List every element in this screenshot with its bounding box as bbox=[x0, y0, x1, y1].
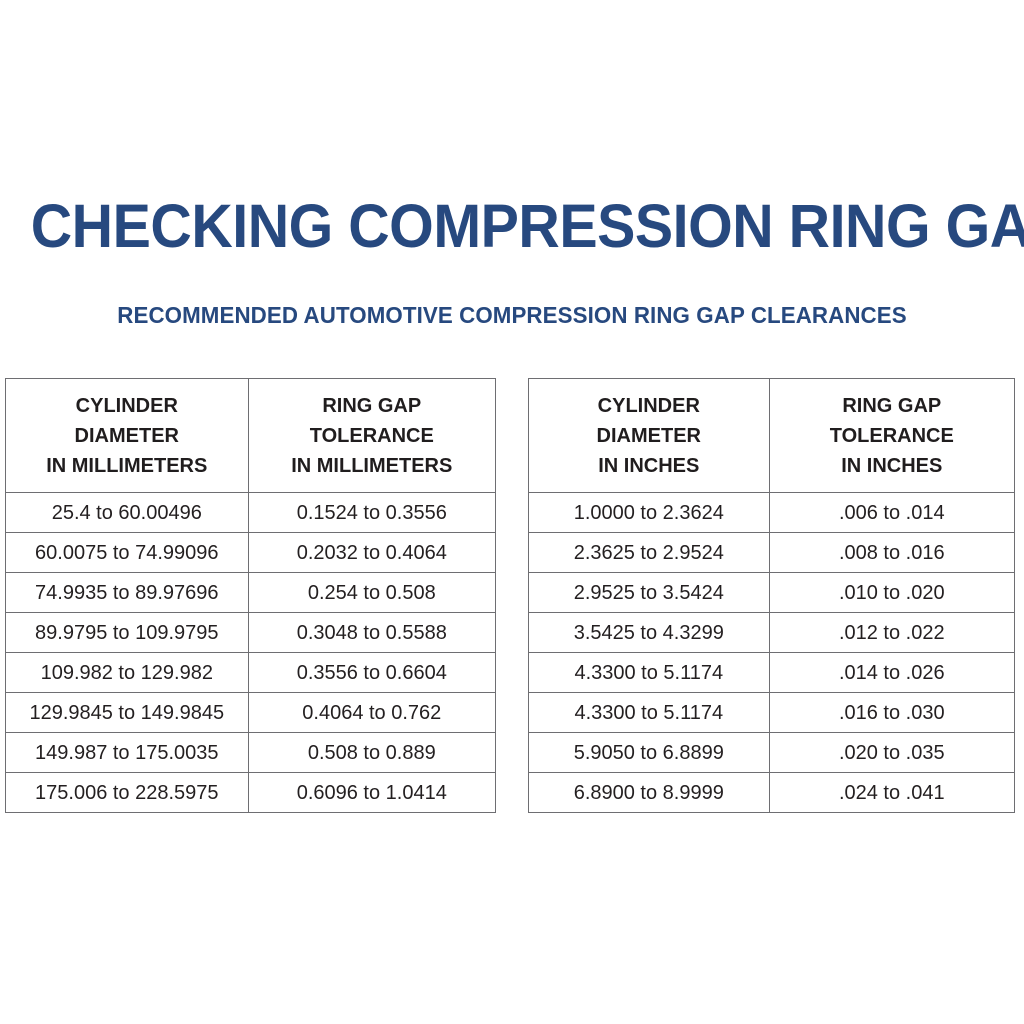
table-row: 109.982 to 129.982 0.3556 to 0.6604 bbox=[5, 652, 496, 693]
cell-ring-gap-tolerance: 0.6096 to 1.0414 bbox=[296, 781, 447, 804]
cell-ring-gap-tolerance: 0.2032 to 0.4064 bbox=[248, 532, 496, 573]
cell-cylinder-diameter: 2.3625 to 2.9524 bbox=[528, 532, 770, 573]
cell-cylinder-diameter: 2.9525 to 3.5424 bbox=[528, 572, 770, 613]
table-header-row: CYLINDER DIAMETER IN MILLIMETERS RING GA… bbox=[5, 378, 496, 493]
cell-cylinder-diameter: 1.0000 to 2.3624 bbox=[528, 492, 770, 533]
imperial-table: CYLINDER DIAMETER IN INCHES RING GAP TOL… bbox=[528, 378, 1015, 813]
page-title: CHECKING COMPRESSION RING GAPS bbox=[30, 192, 1024, 260]
cell-cylinder-diameter: 74.9935 to 89.97696 bbox=[5, 572, 249, 613]
cell-ring-gap-tolerance: 0.254 to 0.508 bbox=[248, 572, 496, 613]
cell-cylinder-diameter: 3.5425 to 4.3299 bbox=[528, 612, 770, 653]
cell-cylinder-diameter: 129.9845 to 149.9845 bbox=[5, 692, 249, 733]
cell-ring-gap-tolerance: 0.3048 to 0.5588 bbox=[248, 612, 496, 653]
cell-cylinder-diameter: 4.3300 to 5.1174 bbox=[528, 692, 770, 733]
metric-table-container: CYLINDER DIAMETER IN MILLIMETERS RING GA… bbox=[5, 378, 496, 813]
cell-cylinder-diameter: 109.982 to 129.982 bbox=[5, 652, 249, 693]
cell-ring-gap-tolerance: .012 to .022 bbox=[769, 612, 1015, 653]
table-row: 4.3300 to 5.1174 .014 to .026 bbox=[528, 652, 1015, 693]
cell-cylinder-diameter: 4.3300 to 5.1174 bbox=[528, 652, 770, 693]
metric-table-body: 25.4 to 60.00496 0.1524 to 0.3556 60.007… bbox=[5, 492, 496, 813]
cell-ring-gap-tolerance: .024 to .041 bbox=[838, 781, 945, 804]
cell-ring-gap-tolerance: .006 to .014 bbox=[769, 492, 1015, 533]
column-header-cylinder-diameter-mm: CYLINDER DIAMETER IN MILLIMETERS bbox=[5, 378, 249, 493]
column-header-ring-gap-tolerance-mm: RING GAP TOLERANCE IN MILLIMETERS bbox=[248, 378, 496, 493]
table-row: 25.4 to 60.00496 0.1524 to 0.3556 bbox=[5, 492, 496, 533]
cell-cylinder-diameter: 60.0075 to 74.99096 bbox=[5, 532, 249, 573]
table-row: 149.987 to 175.0035 0.508 to 0.889 bbox=[5, 732, 496, 773]
cell-ring-gap-tolerance: .008 to .016 bbox=[769, 532, 1015, 573]
table-row: 74.9935 to 89.97696 0.254 to 0.508 bbox=[5, 572, 496, 613]
table-row: 129.9845 to 149.9845 0.4064 to 0.762 bbox=[5, 692, 496, 733]
cell-ring-gap-tolerance: 0.508 to 0.889 bbox=[248, 732, 496, 773]
column-header-cylinder-diameter-in: CYLINDER DIAMETER IN INCHES bbox=[528, 378, 770, 493]
cell-ring-gap-tolerance: .014 to .026 bbox=[769, 652, 1015, 693]
cell-ring-gap-tolerance: .010 to .020 bbox=[769, 572, 1015, 613]
table-row: 89.9795 to 109.9795 0.3048 to 0.5588 bbox=[5, 612, 496, 653]
imperial-table-body: 1.0000 to 2.3624 .006 to .014 2.3625 to … bbox=[528, 492, 1015, 813]
cell-ring-gap-tolerance: 0.4064 to 0.762 bbox=[248, 692, 496, 733]
cell-cylinder-diameter: 5.9050 to 6.8899 bbox=[528, 732, 770, 773]
page-subtitle: RECOMMENDED AUTOMOTIVE COMPRESSION RING … bbox=[117, 302, 907, 328]
cell-cylinder-diameter: 175.006 to 228.5975 bbox=[5, 772, 249, 813]
table-row: 2.9525 to 3.5424 .010 to .020 bbox=[528, 572, 1015, 613]
cell-cylinder-diameter: 6.8900 to 8.9999 bbox=[528, 772, 770, 813]
cell-cylinder-diameter: 89.9795 to 109.9795 bbox=[5, 612, 249, 653]
table-header-row: CYLINDER DIAMETER IN INCHES RING GAP TOL… bbox=[528, 378, 1015, 493]
cell-ring-gap-tolerance: 0.3556 to 0.6604 bbox=[248, 652, 496, 693]
table-row: 60.0075 to 74.99096 0.2032 to 0.4064 bbox=[5, 532, 496, 573]
table-row: 3.5425 to 4.3299 .012 to .022 bbox=[528, 612, 1015, 653]
cell-cylinder-diameter: 25.4 to 60.00496 bbox=[5, 492, 249, 533]
table-row: 6.8900 to 8.9999 .024 to .041 bbox=[528, 772, 1015, 813]
cell-cylinder-diameter: 149.987 to 175.0035 bbox=[5, 732, 249, 773]
table-row: 175.006 to 228.5975 0.6096 to 1.0414 bbox=[5, 772, 496, 813]
table-row: 5.9050 to 6.8899 .020 to .035 bbox=[528, 732, 1015, 773]
table-row: 1.0000 to 2.3624 .006 to .014 bbox=[528, 492, 1015, 533]
table-row: 2.3625 to 2.9524 .008 to .016 bbox=[528, 532, 1015, 573]
column-header-ring-gap-tolerance-in: RING GAP TOLERANCE IN INCHES bbox=[769, 378, 1015, 493]
imperial-table-container: CYLINDER DIAMETER IN INCHES RING GAP TOL… bbox=[528, 378, 1015, 813]
table-row: 4.3300 to 5.1174 .016 to .030 bbox=[528, 692, 1015, 733]
cell-ring-gap-tolerance: .016 to .030 bbox=[769, 692, 1015, 733]
cell-ring-gap-tolerance: 0.1524 to 0.3556 bbox=[248, 492, 496, 533]
metric-table: CYLINDER DIAMETER IN MILLIMETERS RING GA… bbox=[5, 378, 496, 813]
cell-ring-gap-tolerance: .020 to .035 bbox=[769, 732, 1015, 773]
